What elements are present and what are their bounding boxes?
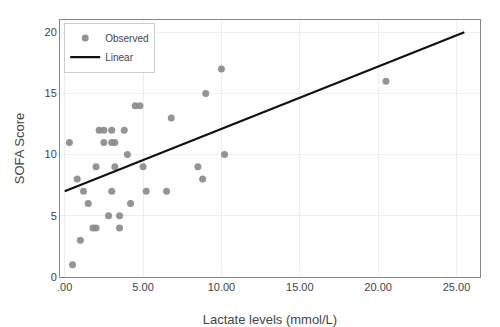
svg-text:10: 10 — [45, 148, 57, 160]
svg-text:10.00: 10.00 — [208, 281, 236, 293]
svg-text:.00: .00 — [57, 281, 72, 293]
svg-text:20.00: 20.00 — [364, 281, 392, 293]
svg-text:Lactate levels (mmol/L): Lactate levels (mmol/L) — [203, 312, 337, 327]
svg-text:25.00: 25.00 — [443, 281, 471, 293]
svg-text:15.00: 15.00 — [286, 281, 314, 293]
svg-text:0: 0 — [51, 271, 57, 283]
svg-text:15: 15 — [45, 87, 57, 99]
svg-text:Linear: Linear — [105, 52, 133, 63]
svg-text:20: 20 — [45, 26, 57, 38]
svg-text:5.00: 5.00 — [132, 281, 153, 293]
svg-text:5: 5 — [51, 210, 57, 222]
svg-text:Observed: Observed — [105, 33, 148, 44]
svg-text:SOFA Score: SOFA Score — [12, 113, 27, 185]
